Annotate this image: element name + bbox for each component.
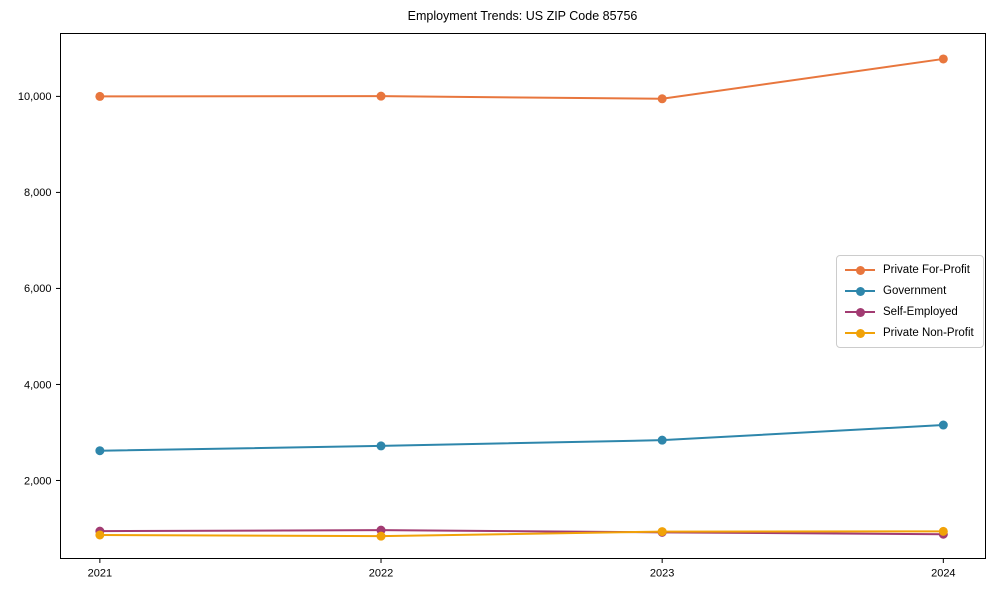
y-tick-label: 10,000	[18, 91, 52, 103]
series-point-government	[938, 420, 948, 430]
series-point-private-for-profit	[938, 54, 948, 64]
legend-label: Private For-Profit	[883, 264, 970, 276]
series-point-private-for-profit	[376, 91, 386, 101]
y-tick-label: 4,000	[24, 379, 52, 391]
legend-label: Government	[883, 285, 947, 297]
y-tick-label: 6,000	[24, 283, 52, 295]
series-point-private-non-profit	[376, 531, 386, 541]
series-point-private-for-profit	[95, 91, 105, 101]
y-tick-label: 8,000	[24, 187, 52, 199]
chart-title: Employment Trends: US ZIP Code 85756	[407, 9, 638, 23]
plot-frame	[60, 33, 986, 559]
series-point-government	[657, 435, 667, 445]
legend-label: Private Non-Profit	[883, 327, 974, 339]
series-line-private-non-profit	[99, 530, 944, 538]
legend-marker-icon	[845, 284, 875, 298]
y-tick-label: 2,000	[24, 475, 52, 487]
series-point-government	[376, 441, 386, 451]
legend-marker-icon	[845, 305, 875, 319]
legend-label: Self-Employed	[883, 306, 958, 318]
x-tick-label: 2024	[931, 568, 955, 580]
series-point-private-non-profit	[95, 530, 105, 540]
legend-entry: Self-Employed	[845, 305, 975, 319]
legend-marker-icon	[845, 326, 875, 340]
series-point-government	[95, 446, 105, 456]
series-line-self-employed	[99, 529, 944, 536]
series-point-private-for-profit	[657, 94, 667, 104]
x-tick-label: 2022	[369, 568, 393, 580]
series-point-private-non-profit	[657, 527, 667, 537]
series-point-private-non-profit	[938, 526, 948, 536]
series-line-government	[99, 424, 944, 452]
legend-entry: Private Non-Profit	[845, 326, 975, 340]
series-line-private-for-profit	[99, 57, 944, 100]
legend: Private For-Profit Government Self-Employe…	[836, 255, 984, 348]
x-tick-label: 2023	[650, 568, 674, 580]
legend-marker-icon	[845, 263, 875, 277]
legend-entry: Government	[845, 284, 975, 298]
x-tick-label: 2021	[88, 568, 112, 580]
legend-entry: Private For-Profit	[845, 263, 975, 277]
